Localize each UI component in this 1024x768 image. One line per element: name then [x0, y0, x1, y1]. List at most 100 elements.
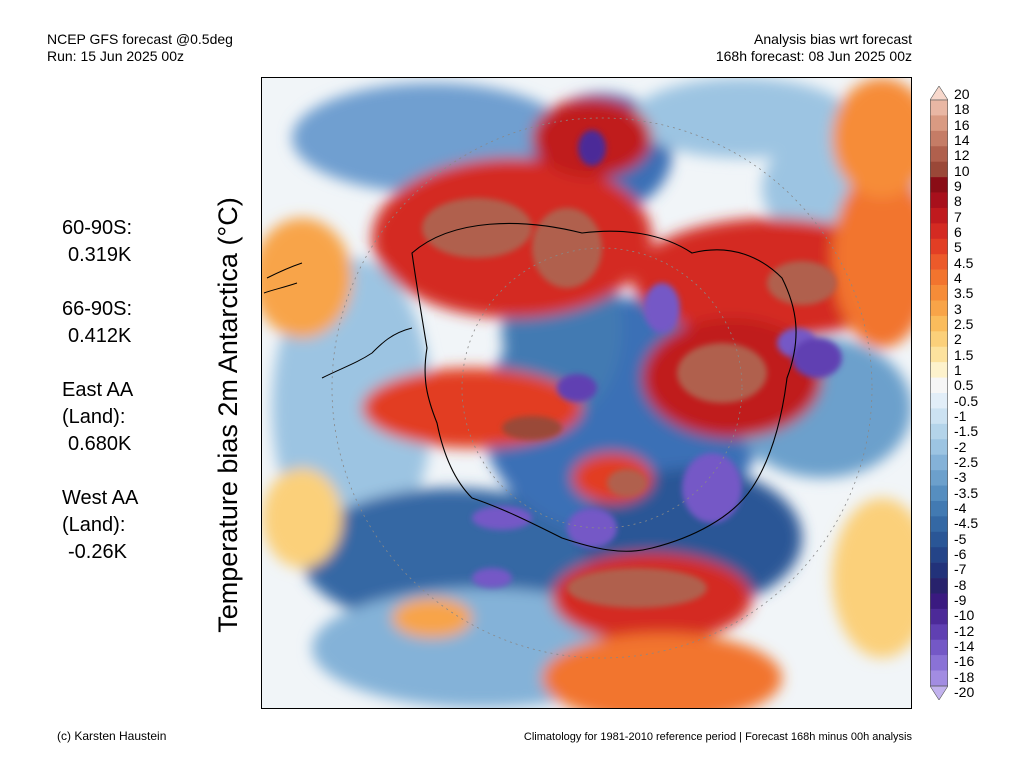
reference-note: Climatology for 1981-2010 reference peri… [523, 731, 912, 743]
stat-label: 60-90S: [62, 217, 133, 239]
colorbar-segment [930, 470, 948, 486]
colorbar-segment [930, 562, 948, 579]
colorbar-segment [930, 161, 948, 178]
peninsula-coastline [321, 327, 413, 379]
colorbar-tick-label: -5 [954, 530, 967, 547]
colorbar-segment [930, 331, 948, 348]
colorbar-segment [930, 115, 948, 132]
colorbar-segment [930, 624, 948, 641]
colorbar-tick-label: -18 [954, 668, 975, 685]
colorbar-segment [930, 547, 948, 563]
analysis-title: Analysis bias wrt forecast [754, 31, 912, 47]
colorbar-min-arrow [930, 685, 948, 700]
colorbar-segment [930, 377, 948, 394]
colorbar-tick-label: 3 [954, 300, 962, 317]
colorbar-tick-label: -1.5 [954, 423, 979, 440]
colorbar-tick-label: -2.5 [954, 454, 979, 470]
colorbar-tick-label: -1 [954, 408, 967, 424]
colorbar-tick-label: 3.5 [954, 285, 974, 302]
stat-value: 0.412K [68, 325, 132, 347]
extreme-anomalies [422, 130, 842, 608]
colorbar-segment [930, 207, 948, 224]
south-america-coastline [263, 262, 303, 294]
colorbar-segment [930, 454, 948, 471]
colorbar-segment [930, 485, 948, 502]
colorbar-tick-label: 6 [954, 224, 962, 240]
colorbar-tick-label: -2 [954, 438, 967, 455]
colorbar-tick-label: -0.5 [954, 392, 979, 409]
stat-east-aa: East AA (Land): 0.680K [62, 377, 138, 458]
colorbar-segment [930, 516, 948, 533]
colorbar-segment [930, 500, 948, 517]
colorbar-tick-label: 1 [954, 362, 962, 378]
colorbar-tick-label: 1.5 [954, 346, 974, 363]
map-canvas [262, 78, 911, 708]
colorbar-segment [930, 362, 948, 378]
colorbar-tick-label: 9 [954, 178, 962, 194]
colorbar-segment [930, 254, 948, 270]
colorbar-tick-label: -7 [954, 561, 967, 578]
colorbar-segment [930, 639, 948, 656]
colorbar-segment [930, 315, 948, 332]
stat-value: 0.680K [68, 433, 132, 455]
colorbar-tick-label: 14 [954, 132, 970, 148]
colorbar-tick-label: 4.5 [954, 254, 974, 271]
colorbar-segment [930, 177, 948, 193]
colorbar-segment [930, 423, 948, 440]
colorbar-tick-label: 2 [954, 331, 962, 348]
header-right: Analysis bias wrt forecast 168h forecast… [716, 31, 912, 65]
colorbar-tick-label: 20 [954, 86, 970, 102]
colorbar-segment [930, 578, 948, 594]
colorbar-segment [930, 146, 948, 162]
colorbar-segment [930, 670, 948, 687]
colorbar-tick-label: -8 [954, 576, 967, 593]
colorbar-segment [930, 439, 948, 455]
colorbar-tick-label: 10 [954, 162, 970, 179]
colorbar-segment [930, 346, 948, 363]
colorbar-tick-label: -3 [954, 469, 967, 486]
latitude-circle [461, 247, 743, 529]
temperature-bias-map [261, 77, 912, 709]
stat-66-90s: 66-90S: 0.412K [62, 296, 138, 350]
colorbar-tick-label: 8 [954, 193, 962, 210]
stat-value: -0.26K [68, 541, 127, 563]
colorbar-tick-label: 16 [954, 116, 970, 133]
colorbar-tick-label: -12 [954, 622, 975, 639]
stat-label: West AA (Land): [62, 487, 139, 536]
colorbar-segment [930, 285, 948, 301]
colorbar-frame [930, 99, 948, 687]
colorbar [930, 86, 948, 700]
credit: (c) Karsten Haustein [57, 729, 167, 743]
stat-value: 0.319K [68, 244, 132, 266]
stat-label: East AA (Land): [62, 379, 134, 428]
colorbar-tick-label: 18 [954, 101, 970, 118]
colorbar-segment [930, 192, 948, 209]
colorbar-tick-label: -4 [954, 500, 967, 516]
map-title: Temperature bias 2m Antarctica (°C) [213, 197, 243, 633]
colorbar-segment [930, 300, 948, 317]
colorbar-segment [930, 408, 948, 425]
colorbar-tick-label: -9 [954, 592, 967, 608]
colorbar-segment [930, 393, 948, 409]
colorbar-segment [930, 531, 948, 548]
colorbar-tick-label: 0.5 [954, 377, 974, 394]
stat-label: 66-90S: [62, 298, 133, 320]
colorbar-tick-label: 12 [954, 147, 970, 164]
colorbar-max-arrow [930, 86, 948, 101]
colorbar-tick-label: -16 [954, 653, 975, 670]
colorbar-tick-label: -3.5 [954, 484, 979, 501]
colorbar-tick-label: -4.5 [954, 515, 979, 532]
colorbar-segment [930, 593, 948, 610]
stat-60-90s: 60-90S: 0.319K [62, 215, 138, 269]
colorbar-segment [930, 269, 948, 286]
colorbar-tick-label: -6 [954, 546, 967, 562]
header-left: NCEP GFS forecast @0.5deg Run: 15 Jun 20… [47, 31, 233, 65]
run-time: Run: 15 Jun 2025 00z [47, 48, 184, 64]
colorbar-segment [930, 655, 948, 671]
colorbar-segment [930, 100, 948, 116]
latitude-circle [331, 117, 873, 659]
colorbar-segment [930, 608, 948, 625]
model-title: NCEP GFS forecast @0.5deg [47, 31, 233, 47]
colorbar-tick-label: 2.5 [954, 316, 974, 332]
stat-west-aa: West AA (Land): -0.26K [62, 485, 138, 566]
